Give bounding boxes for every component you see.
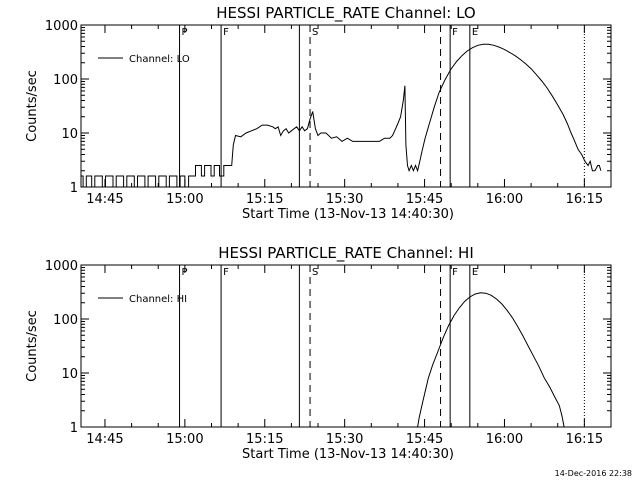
event-marker-label: E [472,267,478,278]
footer-timestamp: 14-Dec-2016 22:38 [554,469,632,478]
plot-frame [80,24,612,188]
x-tick-label: 15:45 [406,192,443,207]
plot-frame [80,264,612,428]
event-marker-label: E [472,27,478,38]
series-line [81,43,602,188]
x-axis-label: Start Time (13-Nov-13 14:40:30) [242,207,454,222]
event-marker-label: F [223,27,229,38]
chart-panel-1: HESSI PARTICLE_RATE Channel: LO 1 10 100 100… [25,4,612,222]
y-tick-label: 100 [53,313,78,328]
x-tick-label: 16:15 [566,192,603,207]
x-tick-label: 14:45 [86,432,123,447]
y-tick-label: 1000 [45,259,78,274]
x-tick-label: 15:45 [406,432,443,447]
event-marker-label: F [223,267,229,278]
legend-label: Channel: HI [129,294,187,305]
y-tick-label: 10 [61,367,78,382]
chart-panel-2: HESSI PARTICLE_RATE Channel: HI 1 10 100 100… [25,244,612,462]
event-marker-label: P [182,267,188,278]
chart-title: HESSI PARTICLE_RATE Channel: LO [216,4,475,23]
x-tick-label: 15:15 [246,432,283,447]
x-tick-label: 16:15 [566,432,603,447]
event-marker-label: F [452,267,458,278]
x-tick-label: 14:45 [86,192,123,207]
x-tick-label: 15:30 [326,432,363,447]
x-axis-label: Start Time (13-Nov-13 14:40:30) [242,447,454,462]
y-axis-label: Counts/sec [25,70,40,142]
event-marker-label: F [452,27,458,38]
x-tick-label: 15:15 [246,192,283,207]
x-tick-label: 16:00 [486,192,523,207]
y-tick-label: 1000 [45,19,78,34]
x-tick-label: 15:00 [166,192,203,207]
y-tick-label: 1 [70,421,78,436]
y-axis-label: Counts/sec [25,310,40,382]
x-tick-label: 15:00 [166,432,203,447]
chart-title: HESSI PARTICLE_RATE Channel: HI [218,244,474,263]
event-marker-label: S [312,267,318,278]
y-tick-label: 10 [61,127,78,142]
legend-label: Channel: LO [129,54,190,65]
event-marker-label: S [312,27,318,38]
x-tick-label: 16:00 [486,432,523,447]
x-tick-label: 15:30 [326,192,363,207]
series-line [417,292,565,428]
event-marker-label: P [182,27,188,38]
y-tick-label: 100 [53,73,78,88]
y-tick-label: 1 [70,181,78,196]
